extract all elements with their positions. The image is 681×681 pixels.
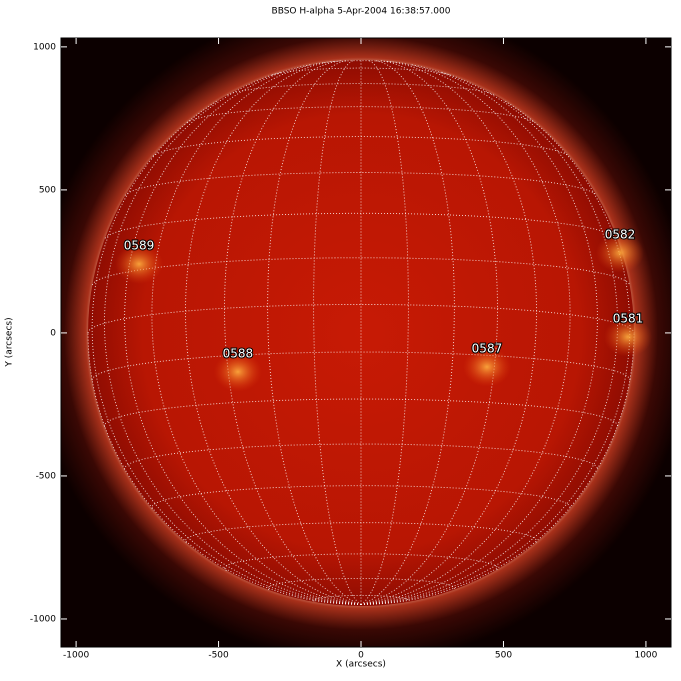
grid-line (151, 61, 362, 605)
x-tick-label: 500 (495, 651, 512, 661)
y-tick-label: 1000 (33, 42, 56, 52)
region-label: 0588 (223, 346, 254, 360)
grid-line (124, 172, 598, 196)
grid-line (224, 60, 362, 605)
grid-line (104, 212, 618, 239)
grid-line (360, 60, 498, 605)
plage (603, 316, 652, 357)
x-tick-label: -1000 (63, 651, 89, 661)
frame (60, 37, 672, 648)
grid-line (360, 60, 537, 605)
grid-line (151, 485, 571, 510)
grid-line (152, 136, 570, 157)
y-tick-label: -500 (36, 471, 57, 481)
region-label: 0587 (472, 341, 503, 355)
x-tick-label: 0 (358, 651, 364, 661)
grid-line (360, 59, 455, 605)
plage (213, 351, 262, 392)
plage (596, 232, 645, 273)
grid-line (124, 64, 362, 605)
grid-line (185, 60, 362, 605)
grid-line (313, 59, 362, 605)
chart-title: BBSO H-alpha 5-Apr-2004 16:38:57.000 (272, 7, 451, 17)
grid-line (186, 106, 536, 123)
grid-line (91, 351, 631, 381)
grid-line (360, 59, 409, 605)
grid-line (360, 61, 571, 605)
y-tick-label: 0 (50, 328, 56, 338)
grid-line (267, 59, 362, 605)
grid-line (267, 577, 455, 591)
plage (462, 346, 511, 387)
region-label: 0581 (613, 311, 644, 325)
solar-disk (88, 60, 634, 606)
x-axis-label: X (arcsecs) (336, 660, 386, 670)
plages (115, 232, 652, 392)
grid-line (185, 522, 537, 544)
grid-line (104, 398, 618, 427)
x-tick-label: 1000 (634, 651, 657, 661)
plage (115, 243, 164, 284)
y-tick-label: 500 (39, 185, 56, 195)
y-axis-label: Y (arcsecs) (5, 317, 15, 367)
x-tick-label: -500 (208, 651, 229, 661)
grid-line (124, 443, 598, 470)
image (61, 38, 671, 647)
grid-line (313, 594, 409, 602)
y-tick-label: -1000 (30, 614, 56, 624)
region-label: 0589 (124, 238, 155, 252)
heliographic-grid (87, 59, 635, 605)
region-label: 0582 (605, 227, 636, 241)
